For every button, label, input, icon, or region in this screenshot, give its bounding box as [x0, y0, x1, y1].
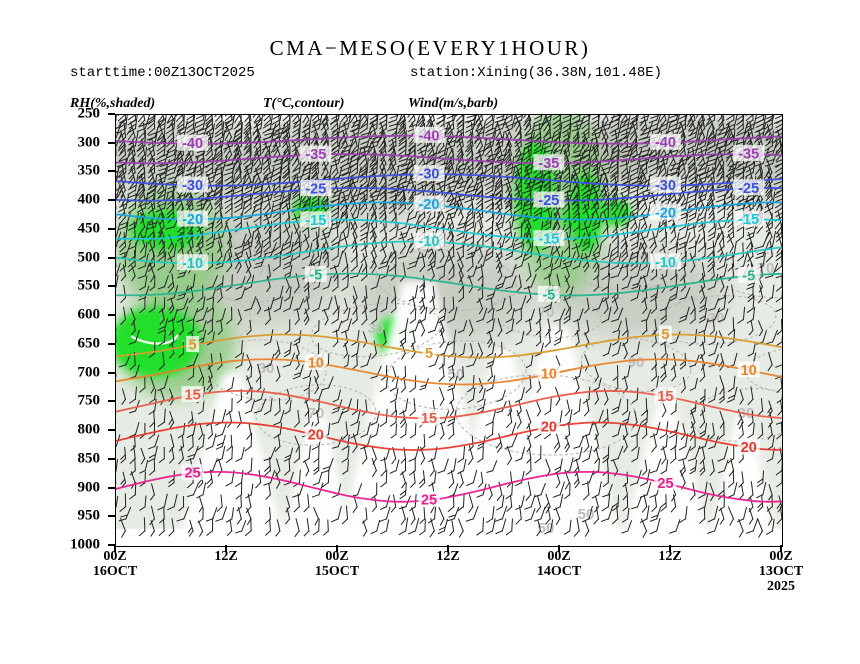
svg-text:30: 30: [368, 320, 385, 337]
svg-text:70: 70: [258, 262, 275, 279]
svg-text:30: 30: [708, 310, 725, 327]
svg-text:0: 0: [342, 544, 350, 546]
svg-text:70: 70: [308, 405, 325, 422]
svg-text:90: 90: [628, 354, 645, 371]
